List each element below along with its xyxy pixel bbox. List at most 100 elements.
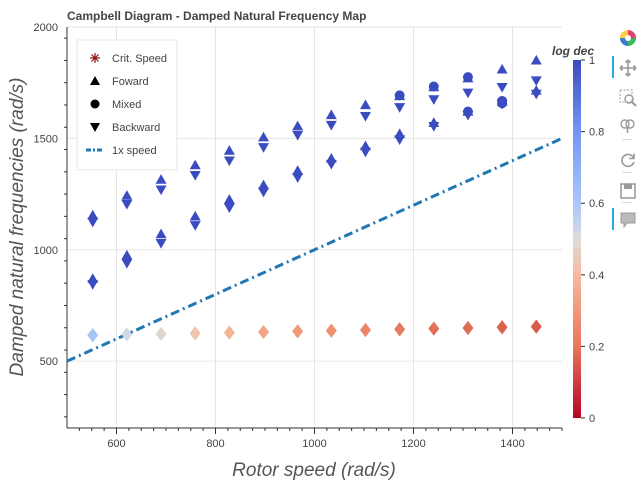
triangle-down-marker — [292, 173, 304, 183]
triangle-down-marker — [394, 103, 406, 113]
legend-label: Crit. Speed — [112, 53, 167, 65]
x-axis-label: Rotor speed (rad/s) — [232, 460, 396, 480]
triangle-up-marker — [530, 54, 542, 65]
legend-label: Backward — [112, 122, 160, 134]
speed-line-layer — [66, 137, 563, 363]
triangle-up-marker — [155, 228, 167, 239]
triangle-up-marker — [292, 165, 304, 175]
legend-item: Crit. Speed — [90, 53, 167, 65]
legend-asterisk-icon — [90, 53, 100, 63]
colorbar-tick-label: 0.4 — [589, 270, 604, 282]
legend-item: Mixed — [90, 99, 141, 111]
triangle-up-marker — [189, 159, 201, 170]
legend-label: Foward — [112, 76, 149, 88]
legend-item: Foward — [90, 76, 149, 88]
colorbar-tick-label: 0.2 — [589, 341, 604, 353]
circle-marker — [428, 81, 439, 92]
legend-circle-icon — [90, 99, 100, 109]
triangle-down-marker — [223, 203, 235, 213]
diamond-marker — [121, 327, 133, 342]
triangle-up-marker — [155, 174, 167, 184]
triangle-down-marker — [359, 147, 371, 158]
triangle-down-marker — [292, 130, 304, 141]
box-zoom-icon[interactable] — [614, 86, 640, 108]
diamond-marker — [530, 319, 542, 334]
triangle-down-marker — [258, 187, 270, 198]
diamond-marker — [359, 322, 371, 338]
diamond-marker — [155, 326, 167, 342]
colorbar-gradient — [573, 60, 581, 418]
x-tick-label: 1000 — [302, 438, 326, 450]
colorbar-tick-label: 0.8 — [589, 127, 604, 139]
triangle-down-marker — [496, 83, 508, 93]
triangle-down-marker — [121, 199, 133, 210]
y-tick-label: 500 — [40, 356, 58, 368]
triangle-down-marker — [530, 89, 542, 100]
x-tick-label: 1200 — [401, 438, 425, 450]
y-tick-label: 1000 — [34, 245, 58, 257]
diamond-marker — [258, 324, 270, 340]
colorbar-tick-label: 0 — [589, 413, 595, 425]
wheel-zoom-icon[interactable] — [614, 114, 640, 136]
triangle-down-marker — [325, 159, 337, 170]
pan-tool-icon[interactable] — [612, 56, 640, 78]
circle-marker — [394, 90, 405, 101]
y-tick-label: 2000 — [34, 22, 58, 34]
triangle-down-marker — [87, 217, 99, 228]
triangle-down-marker — [428, 95, 440, 105]
triangle-down-marker — [189, 221, 201, 231]
diamond-marker — [462, 320, 474, 336]
toolbar — [612, 26, 640, 246]
triangle-up-marker — [189, 210, 201, 221]
triangle-up-marker — [292, 120, 304, 131]
triangle-down-marker — [359, 111, 371, 122]
x-tick-label: 600 — [107, 438, 125, 450]
triangle-down-marker — [155, 185, 167, 196]
triangle-down-marker — [223, 156, 235, 167]
legend-triangle-down-icon — [90, 123, 100, 132]
diamond-marker — [496, 320, 508, 335]
triangle-down-marker — [428, 122, 440, 132]
triangle-down-marker — [325, 120, 337, 131]
x-tick-label: 1400 — [500, 438, 524, 450]
data-markers — [87, 54, 542, 343]
diamond-marker — [428, 321, 440, 336]
diamond-marker — [189, 326, 201, 341]
diamond-marker — [87, 327, 99, 343]
triangle-up-marker — [258, 179, 270, 190]
colorbar: 0 0.2 0.4 0.6 0.8 1 — [573, 55, 604, 425]
diamond-marker — [223, 325, 235, 340]
circle-marker — [462, 72, 473, 83]
triangle-up-marker — [258, 131, 270, 142]
y-tick-label: 1500 — [34, 133, 58, 145]
triangle-down-marker — [87, 280, 99, 290]
y-axis-label: Damped natural frequencies (rad/s) — [7, 78, 28, 377]
save-icon[interactable] — [614, 179, 640, 201]
triangle-up-marker — [87, 209, 99, 220]
bokeh-logo-icon[interactable] — [614, 26, 640, 48]
diamond-marker — [325, 323, 337, 338]
triangle-up-marker — [223, 145, 235, 155]
triangle-down-marker — [155, 238, 167, 249]
colorbar-tick-label: 0.6 — [589, 198, 604, 210]
circle-marker — [497, 98, 508, 109]
diamond-marker — [292, 324, 304, 339]
triangle-down-marker — [121, 259, 133, 269]
circle-marker — [462, 106, 473, 117]
legend-triangle-up-icon — [90, 76, 100, 85]
chart-title: Campbell Diagram - Damped Natural Freque… — [67, 9, 367, 23]
triangle-up-marker — [325, 109, 337, 120]
legend: Crit. Speed Foward Mixed Backward 1x speed — [76, 39, 178, 171]
triangle-down-marker — [394, 135, 406, 146]
legend-item: 1x speed — [86, 145, 157, 157]
colorbar-title: log dec — [552, 44, 594, 58]
legend-item: Backward — [90, 122, 160, 134]
diamond-marker — [394, 322, 406, 337]
triangle-down-marker — [530, 76, 542, 86]
triangle-up-marker — [121, 190, 133, 200]
triangle-up-marker — [496, 63, 508, 74]
reset-icon[interactable] — [614, 148, 640, 170]
triangle-up-marker — [359, 99, 371, 110]
hover-tool-icon[interactable] — [612, 208, 640, 230]
